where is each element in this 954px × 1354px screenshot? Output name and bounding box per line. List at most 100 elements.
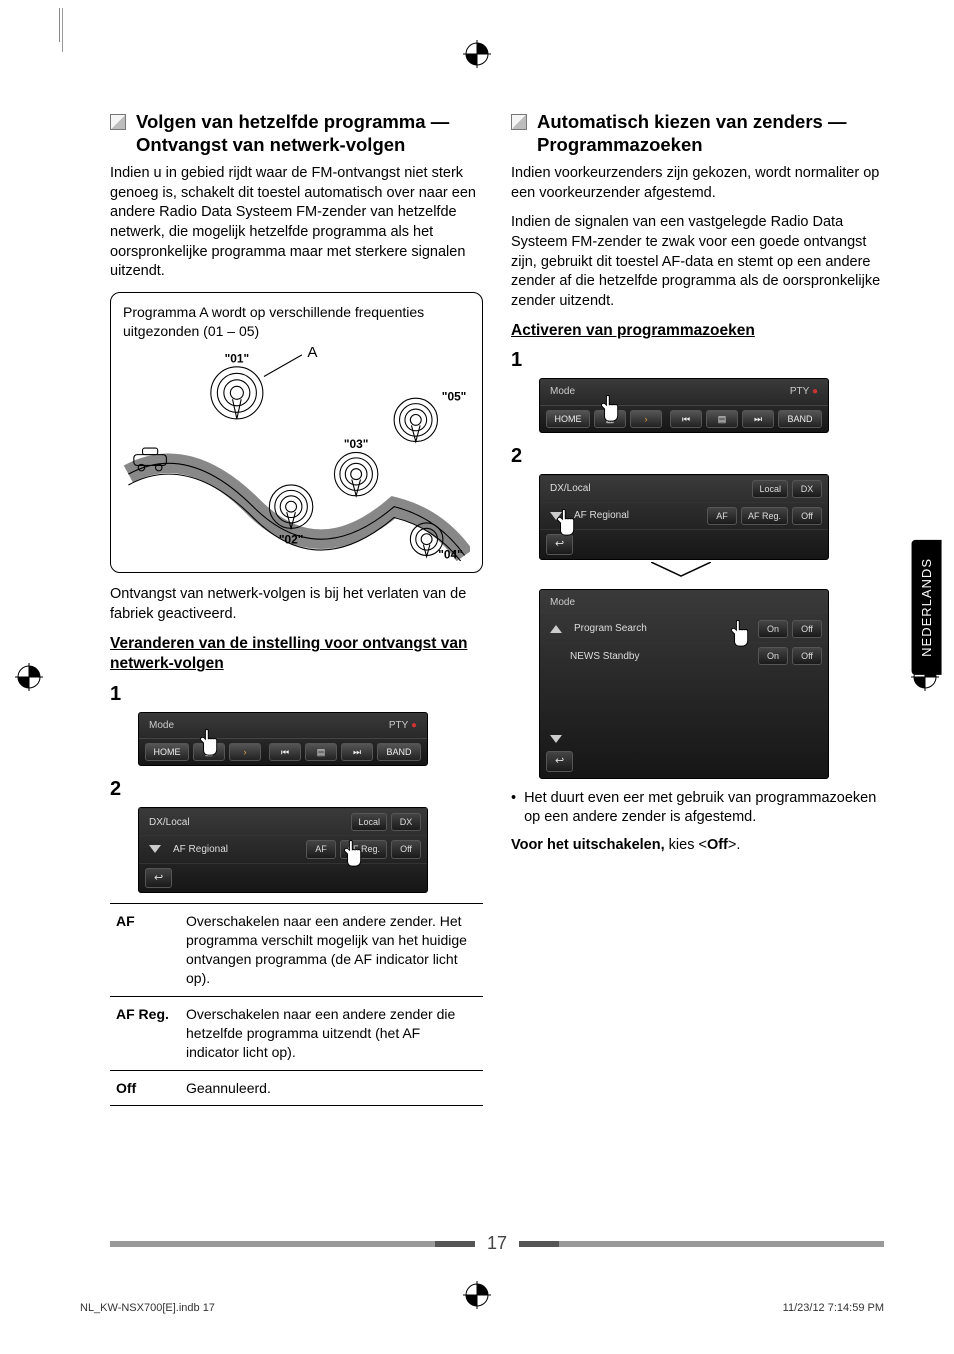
home-button[interactable]: HOME	[546, 410, 590, 428]
registration-mark-top	[463, 40, 491, 68]
diagram-svg: "01" "02" "03" "04"	[123, 344, 470, 561]
dxlocal-label: DX/Local	[546, 480, 748, 498]
next-track-button[interactable]: ⏭	[341, 743, 373, 761]
setting-desc: Overschakelen naar een andere zender. He…	[180, 904, 483, 997]
step-number-1: 1	[511, 347, 884, 374]
step-number-1: 1	[110, 681, 483, 708]
af-option[interactable]: AF	[306, 840, 336, 858]
svg-text:"02": "02"	[279, 533, 304, 547]
prev-track-button[interactable]: ⏮	[670, 410, 702, 428]
ui-screenshot-mode-bar: Mode PTY ● HOME ▧ › ⏮ ▤ ⏭ BAND	[539, 378, 829, 433]
table-row: AF Reg. Overschakelen naar een andere ze…	[110, 996, 483, 1070]
mode-label: Mode	[145, 717, 178, 735]
scroll-up-icon[interactable]	[550, 625, 562, 633]
language-tab: NEDERLANDS	[912, 540, 942, 675]
heading-text: Automatisch kiezen van zenders — Program…	[537, 110, 884, 156]
af-option[interactable]: AF	[707, 507, 737, 525]
off-option[interactable]: Off	[792, 507, 822, 525]
pty-label: PTY ●	[786, 383, 822, 401]
bullet-dot-icon: •	[511, 789, 516, 828]
mode-label: Mode	[546, 383, 579, 401]
crop-mark	[62, 8, 63, 52]
local-option[interactable]: Local	[752, 480, 788, 498]
print-footer: NL_KW-NSX700[E].indb 17 11/23/12 7:14:59…	[80, 1302, 884, 1314]
af-settings-table: AF Overschakelen naar een andere zender.…	[110, 903, 483, 1106]
setting-key: AF Reg.	[110, 996, 180, 1070]
setting-key: Off	[110, 1070, 180, 1106]
intro-paragraph-1: Indien voorkeurzenders zijn gekozen, wor…	[511, 164, 884, 203]
next-page-button[interactable]: ›	[630, 410, 662, 428]
on-option[interactable]: On	[758, 620, 788, 638]
dx-option[interactable]: DX	[792, 480, 822, 498]
afregional-label: AF Regional	[169, 841, 302, 859]
afreg-option[interactable]: AF Reg.	[340, 840, 387, 858]
after-diagram-text: Ontvangst van netwerk-volgen is bij het …	[110, 585, 483, 624]
setting-key: AF	[110, 904, 180, 997]
step-number-2: 2	[511, 443, 884, 470]
local-option[interactable]: Local	[351, 813, 387, 831]
scroll-down-icon[interactable]	[550, 512, 562, 520]
band-button[interactable]: BAND	[377, 743, 421, 761]
mode-title: Mode	[546, 594, 579, 612]
back-button[interactable]: ↩	[546, 534, 573, 555]
svg-text:"03": "03"	[344, 438, 369, 452]
pty-label: PTY ●	[385, 717, 421, 735]
afreg-option[interactable]: AF Reg.	[741, 507, 788, 525]
intro-paragraph: Indien u in gebied rijdt waar de FM-ontv…	[110, 164, 483, 281]
next-page-button[interactable]: ›	[229, 743, 261, 761]
heading-bullet-icon	[110, 114, 126, 130]
page-number: 17	[487, 1233, 507, 1254]
next-track-button[interactable]: ⏭	[742, 410, 774, 428]
flow-arrow-icon	[651, 562, 884, 585]
closing-line: Voor het uitschakelen, kies <Off>.	[511, 836, 884, 856]
svg-text:"01": "01"	[225, 352, 250, 366]
off-option[interactable]: Off	[792, 620, 822, 638]
setting-desc: Overschakelen naar een andere zender die…	[180, 996, 483, 1070]
list-button[interactable]: ▤	[706, 410, 738, 428]
folder-button[interactable]: ▧	[594, 410, 626, 428]
section-heading: Volgen van hetzelfde programma — Ontvang…	[110, 110, 483, 156]
note-bullet: • Het duurt even eer met gebruik van pro…	[511, 789, 884, 828]
afregional-label: AF Regional	[570, 507, 703, 525]
on-option[interactable]: On	[758, 647, 788, 665]
footer-file: NL_KW-NSX700[E].indb 17	[80, 1302, 215, 1314]
off-option[interactable]: Off	[792, 647, 822, 665]
folder-button[interactable]: ▧	[193, 743, 225, 761]
setting-desc: Geannuleerd.	[180, 1070, 483, 1106]
page-number-bar: 17	[110, 1233, 884, 1254]
subheading: Veranderen van de instelling voor ontvan…	[110, 634, 483, 674]
prev-track-button[interactable]: ⏮	[269, 743, 301, 761]
off-option[interactable]: Off	[391, 840, 421, 858]
home-button[interactable]: HOME	[145, 743, 189, 761]
dxlocal-label: DX/Local	[145, 814, 347, 832]
table-row: Off Geannuleerd.	[110, 1070, 483, 1106]
scroll-down-icon[interactable]	[149, 845, 161, 853]
ui-screenshot-af-settings: DX/Local Local DX AF Regional AF AF Reg.…	[138, 807, 428, 893]
ui-screenshot-settings-bottom: Mode Program Search On Off NEWS Standby …	[539, 589, 829, 779]
heading-bullet-icon	[511, 114, 527, 130]
dx-option[interactable]: DX	[391, 813, 421, 831]
news-standby-label: NEWS Standby	[566, 648, 754, 666]
diagram-caption: Programma A wordt op verschillende frequ…	[123, 303, 470, 341]
rule-right	[519, 1241, 884, 1247]
section-heading: Automatisch kiezen van zenders — Program…	[511, 110, 884, 156]
back-button[interactable]: ↩	[145, 868, 172, 889]
note-text: Het duurt even eer met gebruik van progr…	[524, 789, 884, 828]
rule-left	[110, 1241, 475, 1247]
intro-paragraph-2: Indien de signalen van een vastgelegde R…	[511, 213, 884, 311]
registration-mark-left	[15, 663, 43, 691]
frequency-diagram: Programma A wordt op verschillende frequ…	[110, 292, 483, 574]
back-button[interactable]: ↩	[546, 751, 573, 772]
svg-text:"05": "05"	[442, 390, 467, 404]
scroll-down-icon[interactable]	[550, 735, 562, 743]
crop-mark	[36, 8, 60, 54]
list-button[interactable]: ▤	[305, 743, 337, 761]
heading-text: Volgen van hetzelfde programma — Ontvang…	[136, 110, 483, 156]
table-row: AF Overschakelen naar een andere zender.…	[110, 904, 483, 997]
program-search-label: Program Search	[570, 620, 754, 638]
band-button[interactable]: BAND	[778, 410, 822, 428]
ui-screenshot-mode-bar: Mode PTY ● HOME ▧ › ⏮ ▤ ⏭ BAND	[138, 712, 428, 767]
svg-text:"04": "04"	[438, 548, 463, 561]
subheading: Activeren van programmazoeken	[511, 321, 884, 341]
svg-text:A: A	[307, 344, 318, 361]
